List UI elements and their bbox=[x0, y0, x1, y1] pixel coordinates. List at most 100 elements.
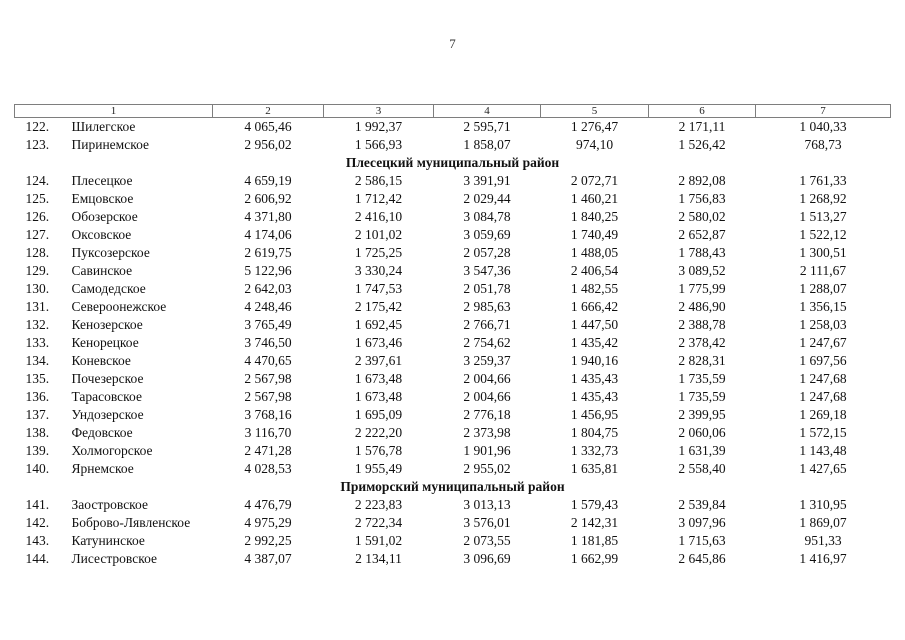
value-cell: 1 697,56 bbox=[799, 353, 847, 368]
settlement-name: Федовское bbox=[71, 425, 133, 440]
value-cell: 4 476,79 bbox=[244, 497, 292, 512]
settlement-name: Заостровское bbox=[71, 497, 148, 512]
value-cell: 3 096,69 bbox=[463, 551, 511, 566]
row-number: 134. bbox=[25, 353, 50, 368]
value-cell: 2 175,42 bbox=[354, 299, 403, 314]
value-cell: 4 371,80 bbox=[244, 209, 292, 224]
value-cell: 2 057,28 bbox=[463, 245, 511, 260]
name-cell: 125. Емцовское bbox=[15, 190, 213, 208]
value-cell: 1 460,21 bbox=[570, 191, 619, 206]
settlement-name: Плесецкое bbox=[71, 173, 133, 188]
name-cell: 130. Самодедское bbox=[15, 280, 213, 298]
value-cell: 1 482,55 bbox=[570, 281, 619, 296]
value-cell: 1 572,15 bbox=[799, 425, 847, 440]
value-cell: 1 576,78 bbox=[354, 443, 403, 458]
value-cell: 1 662,99 bbox=[570, 551, 619, 566]
column-header: 5 bbox=[540, 104, 649, 118]
value-cell: 2 134,11 bbox=[355, 551, 402, 566]
row-number: 142. bbox=[25, 515, 50, 530]
value-cell: 2 486,90 bbox=[678, 299, 726, 314]
value-cell: 1 747,53 bbox=[354, 281, 403, 296]
value-cell: 2 567,98 bbox=[244, 389, 292, 404]
value-cell: 2 985,63 bbox=[463, 299, 511, 314]
column-header: 3 bbox=[323, 104, 434, 118]
value-cell: 1 269,18 bbox=[799, 407, 847, 422]
settlement-name: Самодедское bbox=[71, 281, 146, 296]
table-row: 131. Североонежское 4 248,46 2 175,42 2 985,… bbox=[15, 298, 891, 316]
value-cell: 1 247,68 bbox=[799, 371, 847, 386]
name-cell: 133. Кенорецкое bbox=[15, 334, 213, 352]
settlement-name: Боброво-Лявленское bbox=[71, 515, 191, 530]
name-cell: 129. Савинское bbox=[15, 262, 213, 280]
name-cell: 138. Федовское bbox=[15, 424, 213, 442]
name-cell: 136. Тарасовское bbox=[15, 388, 213, 406]
table-row: 138. Федовское 3 116,70 2 222,20 2 373,98 1 8… bbox=[15, 424, 891, 442]
value-cell: 2 101,02 bbox=[354, 227, 403, 242]
section-row: Приморский муниципальный район bbox=[15, 478, 891, 496]
row-number: 139. bbox=[25, 443, 50, 458]
value-cell: 1 761,33 bbox=[799, 173, 847, 188]
settlement-name: Лисестровское bbox=[71, 551, 158, 566]
value-cell: 1 247,67 bbox=[799, 335, 847, 350]
value-cell: 4 387,07 bbox=[244, 551, 292, 566]
value-cell: 1 435,42 bbox=[570, 335, 619, 350]
row-number: 122. bbox=[25, 119, 50, 134]
value-cell: 1 940,16 bbox=[570, 353, 619, 368]
value-cell: 1 673,48 bbox=[354, 389, 403, 404]
table-row: 134. Коневское 4 470,65 2 397,61 3 259,37 1 9… bbox=[15, 352, 891, 370]
value-cell: 1 566,93 bbox=[354, 137, 403, 152]
value-cell: 2 222,20 bbox=[354, 425, 403, 440]
column-header: 4 bbox=[433, 104, 541, 118]
value-cell: 2 558,40 bbox=[678, 461, 726, 476]
value-cell: 1 181,85 bbox=[570, 533, 619, 548]
name-cell: 141. Заостровское bbox=[15, 496, 213, 514]
name-cell: 135. Почезерское bbox=[15, 370, 213, 388]
name-cell: 144. Лисестровское bbox=[15, 550, 213, 568]
name-cell: 143. Катунинское bbox=[15, 532, 213, 550]
value-cell: 1 522,12 bbox=[799, 227, 847, 242]
name-cell: 142. Боброво-Лявленское bbox=[15, 514, 213, 532]
value-cell: 1 247,68 bbox=[799, 389, 847, 404]
name-cell: 126. Обозерское bbox=[15, 208, 213, 226]
row-number: 125. bbox=[25, 191, 50, 206]
row-number: 133. bbox=[25, 335, 50, 350]
value-cell: 4 174,06 bbox=[244, 227, 292, 242]
value-cell: 2 992,25 bbox=[244, 533, 292, 548]
row-number: 124. bbox=[25, 173, 50, 188]
value-cell: 1 143,48 bbox=[799, 443, 847, 458]
value-cell: 1 712,42 bbox=[354, 191, 403, 206]
value-cell: 1 775,99 bbox=[678, 281, 726, 296]
value-cell: 5 122,96 bbox=[244, 263, 292, 278]
value-cell: 1 673,46 bbox=[354, 335, 403, 350]
name-cell: 137. Ундозерское bbox=[15, 406, 213, 424]
row-number: 137. bbox=[25, 407, 50, 422]
value-cell: 1 488,05 bbox=[570, 245, 619, 260]
table-body: 122. Шилегское 4 065,46 1 992,37 2 595,71 1 2… bbox=[15, 118, 891, 569]
column-header: 1 bbox=[14, 104, 213, 118]
name-cell: 134. Коневское bbox=[15, 352, 213, 370]
value-cell: 2 619,75 bbox=[244, 245, 292, 260]
value-cell: 2 004,66 bbox=[463, 371, 511, 386]
name-cell: 124. Плесецкое bbox=[15, 172, 213, 190]
value-cell: 3 116,70 bbox=[244, 425, 292, 440]
value-cell: 1 579,43 bbox=[570, 497, 619, 512]
settlement-name: Обозерское bbox=[71, 209, 138, 224]
value-cell: 1 356,15 bbox=[799, 299, 847, 314]
value-cell: 2 722,34 bbox=[354, 515, 403, 530]
value-cell: 2 956,02 bbox=[244, 137, 292, 152]
value-cell: 1 416,97 bbox=[799, 551, 847, 566]
value-cell: 2 567,98 bbox=[244, 371, 292, 386]
value-cell: 1 456,95 bbox=[570, 407, 619, 422]
value-cell: 1 955,49 bbox=[354, 461, 403, 476]
value-cell: 1 901,96 bbox=[463, 443, 511, 458]
value-cell: 2 776,18 bbox=[463, 407, 511, 422]
settlement-name: Пуксозерское bbox=[71, 245, 150, 260]
settlement-name: Катунинское bbox=[71, 533, 145, 548]
value-cell: 4 065,46 bbox=[244, 119, 292, 134]
value-cell: 2 539,84 bbox=[678, 497, 726, 512]
table-row: 129. Савинское 5 122,96 3 330,24 3 547,36 2 4… bbox=[15, 262, 891, 280]
table-row: 133. Кенорецкое 3 746,50 1 673,46 2 754,62 1 … bbox=[15, 334, 891, 352]
value-cell: 2 060,06 bbox=[678, 425, 726, 440]
value-cell: 2 606,92 bbox=[244, 191, 292, 206]
value-cell: 2 051,78 bbox=[463, 281, 511, 296]
